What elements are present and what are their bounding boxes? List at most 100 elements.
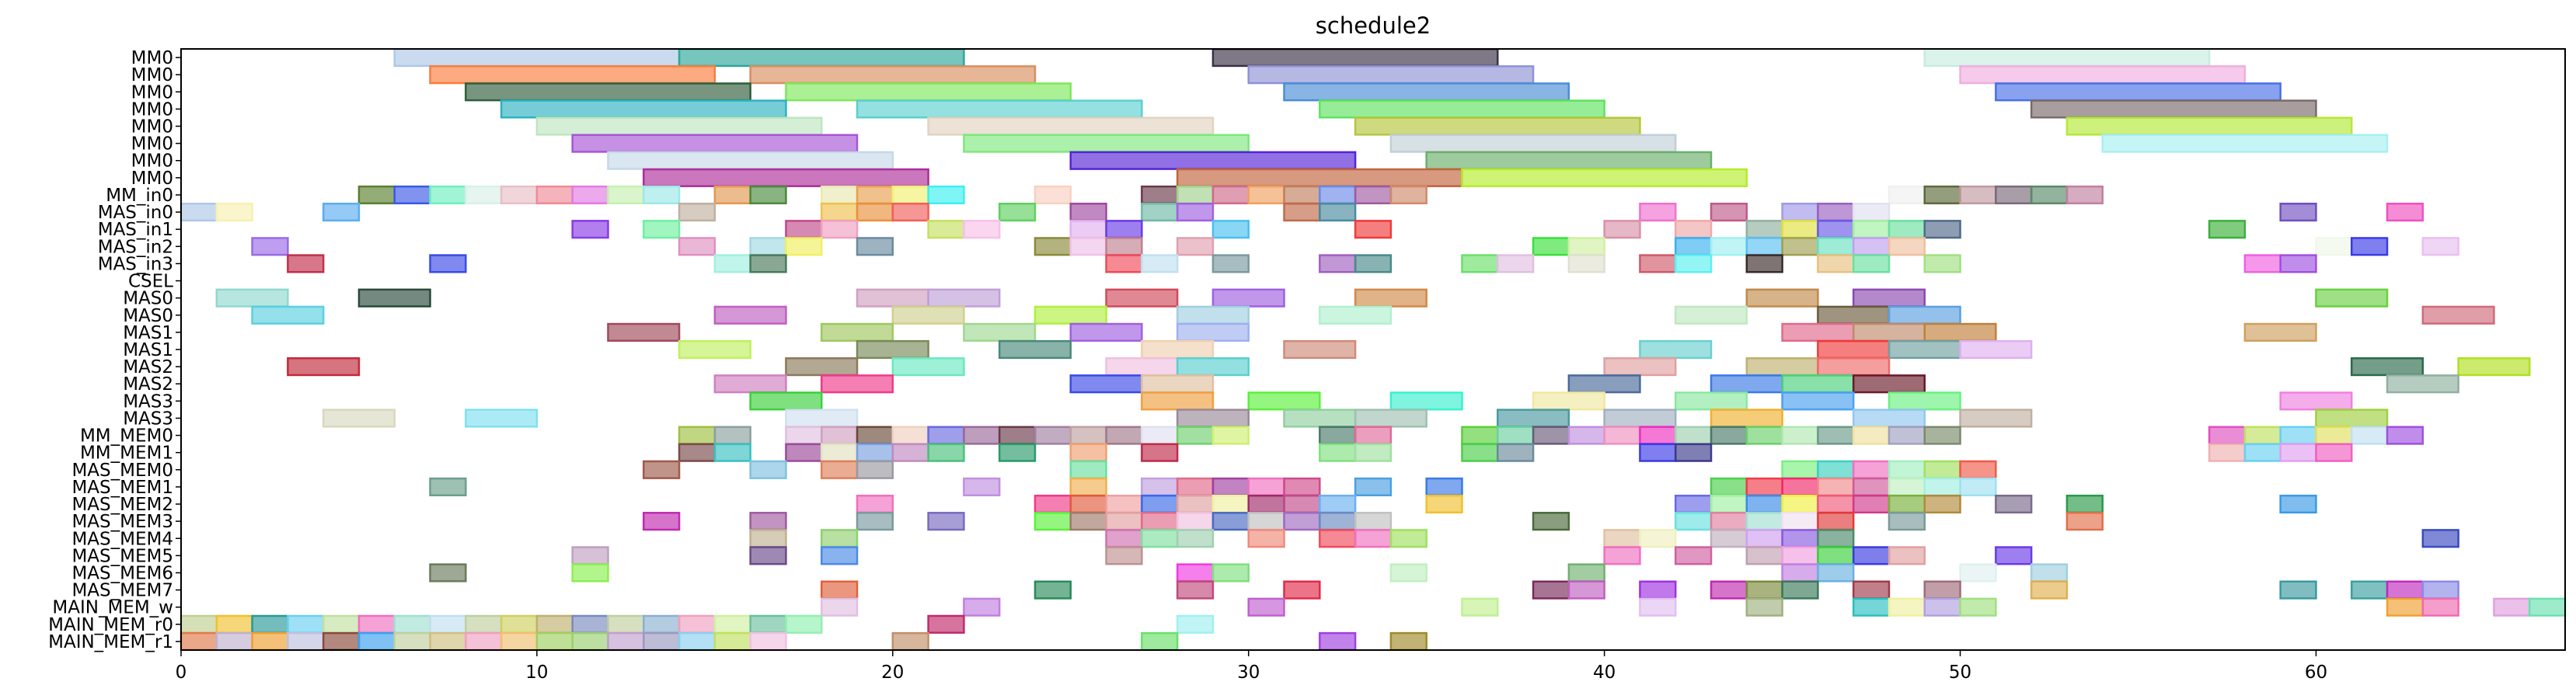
task-bar (785, 82, 1072, 102)
task-bar (1354, 288, 1427, 308)
task-bar (2421, 237, 2459, 256)
task-bar (1211, 220, 1250, 239)
task-bar (287, 254, 325, 273)
task-bar (1567, 563, 1605, 582)
task-bar (607, 322, 681, 342)
task-bar (1319, 202, 1357, 222)
task-bar (713, 254, 751, 273)
y-tick-label: MM_MEM1 (80, 443, 173, 464)
task-bar (2386, 597, 2424, 617)
task-bar (1176, 409, 1250, 428)
task-bar (713, 305, 787, 325)
task-bar (429, 254, 467, 273)
task-bar (963, 322, 1037, 342)
x-tick-label: 60 (2305, 662, 2327, 683)
task-bar (1034, 580, 1072, 600)
task-bar (1995, 546, 2033, 565)
task-bar (1959, 563, 1997, 582)
task-bar (1817, 220, 1855, 239)
task-bar (500, 99, 787, 119)
task-bar (1319, 254, 1357, 273)
task-bar (2279, 580, 2317, 600)
task-bar (429, 614, 467, 634)
task-bar (1781, 202, 1819, 222)
task-bar (1639, 443, 1677, 462)
task-bar (215, 631, 253, 652)
task-bar (1639, 529, 1677, 548)
task-bar (215, 202, 253, 222)
task-bar (1141, 185, 1179, 205)
task-bar (1247, 477, 1285, 497)
task-bar (2493, 597, 2531, 617)
task-bar (1745, 220, 1783, 239)
task-bar (1247, 65, 1535, 85)
task-bar (1141, 254, 1179, 273)
task-bar (2386, 580, 2424, 600)
task-bar (1817, 477, 1855, 497)
task-bar (749, 254, 787, 273)
task-bar (1674, 305, 1748, 325)
task-bar (1745, 529, 1783, 548)
y-tick-label: MAS_in3 (98, 254, 173, 274)
task-bar (820, 374, 894, 394)
task-bar (1745, 237, 1783, 256)
task-bar (1211, 185, 1250, 205)
y-tick-label: MAS1 (123, 340, 173, 360)
task-bar (1105, 426, 1143, 445)
task-bar (1105, 220, 1143, 239)
task-bar (678, 614, 716, 634)
task-bar (1674, 512, 1713, 531)
task-bar (429, 563, 467, 582)
task-bar (1497, 254, 1535, 273)
task-bar (1034, 305, 1107, 325)
task-bar (749, 546, 787, 565)
task-bar (1176, 477, 1215, 497)
task-bar (1603, 409, 1677, 428)
task-bar (785, 443, 823, 462)
task-bar (1283, 494, 1321, 514)
task-bar (856, 99, 1143, 119)
task-bar (2243, 426, 2281, 445)
task-bar (215, 614, 253, 634)
task-bar (998, 202, 1037, 222)
task-bar (891, 426, 929, 445)
task-bar (1603, 546, 1641, 565)
task-bar (1176, 237, 1215, 256)
task-bar (1425, 477, 1463, 497)
task-bar (927, 443, 965, 462)
task-bar (1461, 168, 1748, 187)
task-bar (1034, 237, 1072, 256)
y-tick-label: MAS2 (123, 374, 173, 395)
task-bar (1354, 409, 1427, 428)
task-bar (1781, 580, 1819, 600)
task-bar (1354, 426, 1393, 445)
task-bar (1567, 254, 1605, 273)
y-tick-label: MAS0 (123, 306, 173, 326)
y-tick-label: MAS_in1 (98, 220, 173, 240)
task-bar (1532, 426, 1570, 445)
task-bar (785, 220, 823, 239)
task-bar (1176, 494, 1215, 514)
x-tick-label: 0 (176, 662, 187, 683)
task-bar (1211, 563, 1250, 582)
task-bar (1923, 185, 1961, 205)
task-bar (1745, 494, 1783, 514)
task-bar (856, 288, 929, 308)
task-bar (1497, 426, 1535, 445)
task-bar (1710, 409, 1783, 428)
task-bar (2030, 580, 2069, 600)
task-bar (1283, 339, 1357, 360)
task-bar (1141, 339, 1215, 360)
task-bar (1389, 631, 1427, 652)
task-bar (1176, 185, 1215, 205)
task-bar (2243, 322, 2317, 342)
task-bar (2279, 426, 2317, 445)
y-tick-label: MAS_MEM6 (71, 563, 173, 583)
task-bar (1069, 151, 1357, 170)
task-bar (322, 631, 361, 652)
task-bar (571, 563, 609, 582)
task-bar (2351, 426, 2389, 445)
task-bar (1461, 254, 1499, 273)
task-bar (2065, 494, 2104, 514)
y-tick-label: MAS_in2 (98, 237, 173, 257)
